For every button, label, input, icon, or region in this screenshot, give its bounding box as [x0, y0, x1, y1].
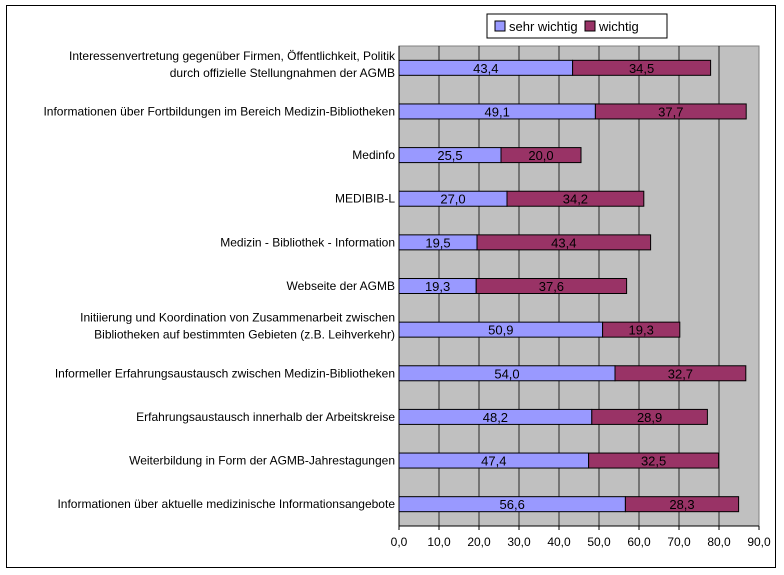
- stacked-bar-chart: sehr wichtig wichtig 43,4 34,5 49,1 37,7 25,5…: [43, 13, 771, 549]
- category-label: Informationen über aktuelle medizinische…: [57, 497, 395, 511]
- category-label-line: Medinfo: [352, 148, 395, 162]
- x-tick-label: 60,0: [627, 535, 651, 549]
- bar-wichtig: [500, 147, 582, 164]
- data-label: 34,5: [629, 61, 654, 76]
- category-label-line: Bibliotheken auf bestimmten Gebieten (z.…: [94, 328, 395, 342]
- category-label-line: Medizin - Bibliothek - Information: [220, 235, 395, 249]
- chart-frame: sehr wichtig wichtig 43,4 34,5 49,1 37,7 25,5…: [6, 5, 776, 568]
- x-tick-label: 0,0: [391, 535, 408, 549]
- legend-swatch: [584, 20, 596, 32]
- category-label-line: Webseite der AGMB: [287, 279, 396, 293]
- data-label: 28,9: [637, 410, 662, 425]
- bar-wichtig: [594, 103, 747, 120]
- x-tick-label: 10,0: [427, 535, 451, 549]
- data-label: 47,4: [481, 454, 506, 469]
- data-label: 34,2: [563, 192, 588, 207]
- data-label: 32,5: [641, 454, 666, 469]
- data-label: 56,6: [500, 497, 525, 512]
- category-label: Webseite der AGMB: [287, 279, 396, 293]
- category-label-line: Informationen über aktuelle medizinische…: [57, 497, 395, 511]
- category-label-line: Informeller Erfahrungsaustausch zwischen…: [55, 366, 395, 380]
- data-label: 43,4: [473, 61, 498, 76]
- category-label-line: Weiterbildung in Form der AGMB-Jahrestag…: [129, 454, 395, 468]
- category-label: Weiterbildung in Form der AGMB-Jahrestag…: [129, 454, 395, 468]
- legend-box: [486, 13, 668, 39]
- category-label-line: Initiierung und Koordination von Zusamme…: [80, 311, 395, 325]
- data-label: 28,3: [669, 497, 694, 512]
- category-labels: Interessenvertretung gegenüber Firmen, Ö…: [43, 49, 396, 511]
- x-tick-label: 30,0: [507, 535, 531, 549]
- category-label-line: Interessenvertretung gegenüber Firmen, Ö…: [69, 49, 396, 63]
- x-tick-label: 40,0: [547, 535, 571, 549]
- x-tick-label: 70,0: [667, 535, 691, 549]
- x-axis: 0,0 10,0 20,0 30,0 40,0 50,0 60,0 70,0 80,0 90,0: [391, 46, 771, 549]
- legend: sehr wichtig wichtig: [486, 13, 668, 39]
- data-label: 19,3: [629, 323, 654, 338]
- bar-wichtig: [506, 190, 645, 207]
- category-label: Medinfo: [352, 148, 395, 162]
- category-label-line: durch offizielle Stellungnahmen der AGMB: [170, 66, 395, 80]
- x-tick-label: 90,0: [747, 535, 771, 549]
- data-label: 32,7: [668, 366, 693, 381]
- category-label: Medizin - Bibliothek - Information: [220, 235, 395, 249]
- bar-wichtig: [591, 408, 708, 425]
- data-label: 50,9: [488, 323, 513, 338]
- category-label: MEDIBIB-L: [335, 192, 395, 206]
- bar-wichtig: [624, 496, 740, 513]
- legend-swatch: [494, 20, 506, 32]
- data-label: 25,5: [437, 148, 462, 163]
- data-label: 48,2: [483, 410, 508, 425]
- bar-wichtig: [572, 59, 712, 76]
- x-tick-label: 20,0: [467, 535, 491, 549]
- data-label: 37,7: [658, 104, 683, 119]
- data-label: 43,4: [551, 235, 576, 250]
- data-label: 37,6: [539, 279, 564, 294]
- category-label: Informeller Erfahrungsaustausch zwischen…: [55, 366, 395, 380]
- category-label: Interessenvertretung gegenüber Firmen, Ö…: [69, 49, 396, 80]
- bar-wichtig: [614, 365, 747, 382]
- data-label: 20,0: [528, 148, 553, 163]
- legend-label: sehr wichtig: [509, 19, 578, 34]
- data-label: 54,0: [494, 366, 519, 381]
- category-label-line: Erfahrungsaustausch innerhalb der Arbeit…: [136, 410, 395, 424]
- bar-wichtig: [602, 321, 681, 338]
- category-label: Initiierung und Koordination von Zusamme…: [80, 311, 395, 342]
- bar-wichtig: [476, 234, 652, 251]
- bar-wichtig: [475, 278, 628, 294]
- x-tick-label: 50,0: [587, 535, 611, 549]
- data-label: 49,1: [485, 104, 510, 119]
- category-label: Erfahrungsaustausch innerhalb der Arbeit…: [136, 410, 395, 424]
- data-label: 19,5: [425, 235, 450, 250]
- category-label: Informationen über Fortbildungen im Bere…: [43, 104, 395, 118]
- x-tick-label: 80,0: [707, 535, 731, 549]
- bar-wichtig: [588, 452, 720, 469]
- legend-label: wichtig: [598, 19, 639, 34]
- category-label-line: MEDIBIB-L: [335, 192, 395, 206]
- category-label-line: Informationen über Fortbildungen im Bere…: [43, 104, 395, 118]
- data-label: 19,3: [425, 279, 450, 294]
- data-label: 27,0: [440, 192, 465, 207]
